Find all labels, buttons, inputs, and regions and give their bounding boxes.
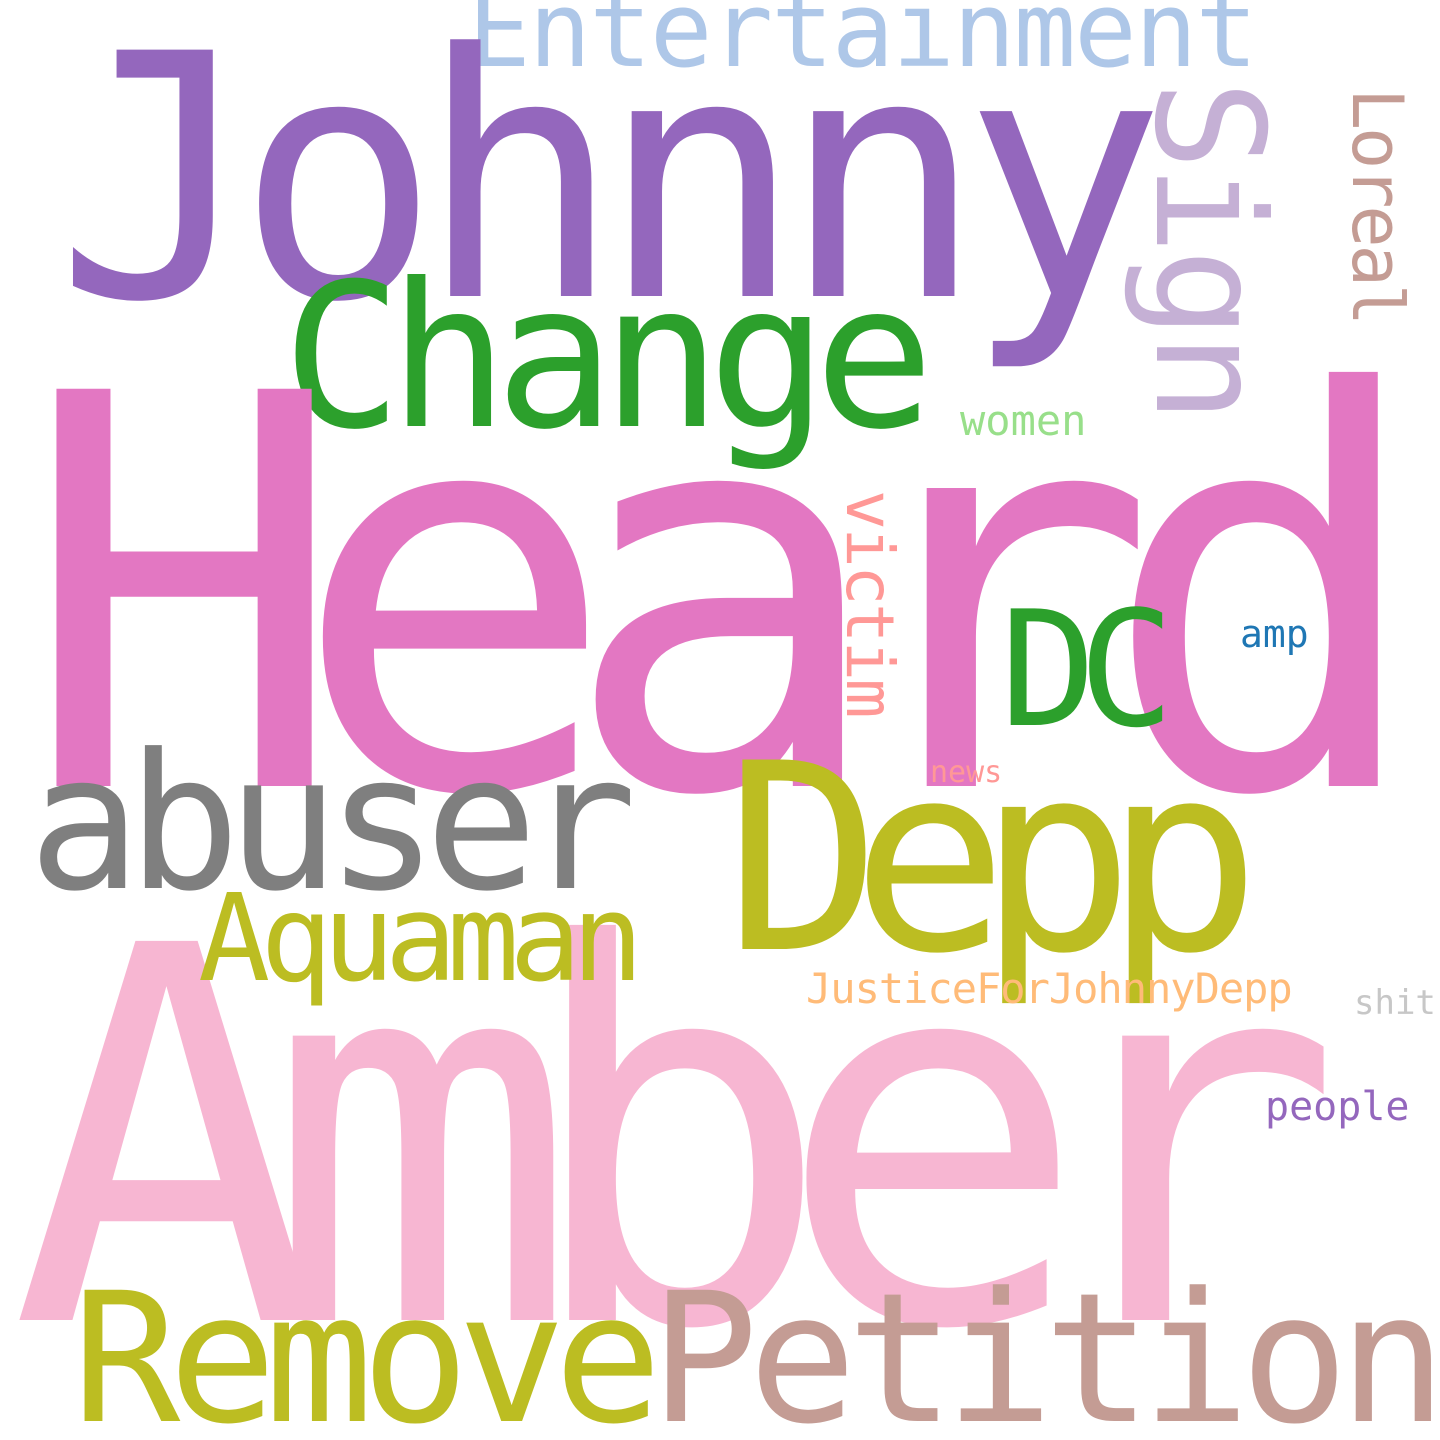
word-remove: Remove [72,1255,662,1440]
word-johnny: Johnny [55,0,1166,376]
word-heard: Heard [20,280,1429,915]
word-victim: victim [831,490,908,717]
word-dc: DC [1000,576,1175,763]
word-shit: shit [1354,983,1436,1023]
word-amber: Amber [10,837,1343,1440]
word-news: news [930,755,1003,790]
word-depp: Depp [725,709,1261,1011]
word-amp: amp [1240,612,1309,656]
word-petition: Petition [650,1255,1440,1440]
word-people: people [1265,1084,1410,1130]
word-entertainment: Entertainment [468,0,1258,91]
word-change: Change [282,241,934,474]
word-abuser: abuser [28,714,637,933]
word-justiceforjohnnydepp: JusticeForJohnnyDepp [806,964,1293,1013]
word-women: women [960,396,1087,445]
word-aquaman: Aquaman [198,870,644,1009]
